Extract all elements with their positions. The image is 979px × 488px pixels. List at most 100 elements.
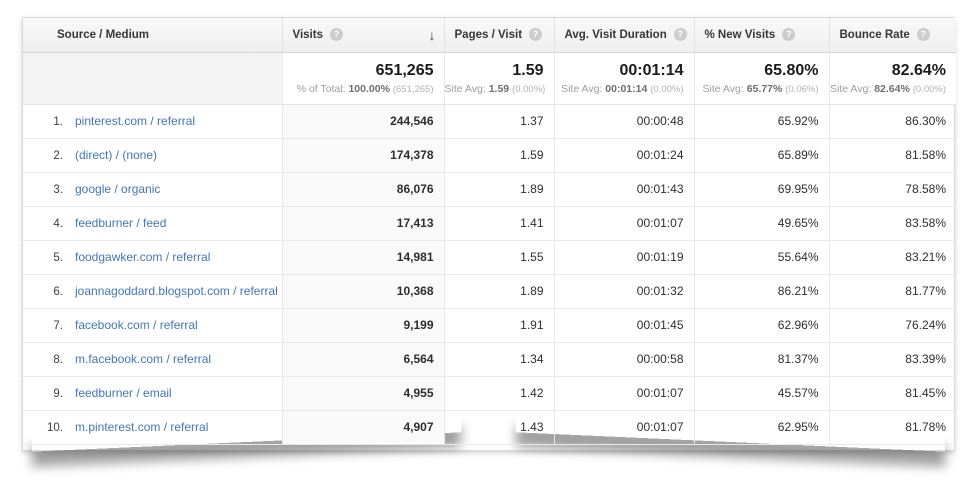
table-row: 10. m.pinterest.com / referral 4,907 1.43… [23,410,956,445]
table-header-row: Source / Medium Visits? ↓ Pages / Visit?… [23,18,956,53]
totals-row: 651,265 % of Total: 100.00% (651,265) 1.… [23,52,956,105]
table-row: 8. m.facebook.com / referral 6,564 1.34 0… [23,342,956,377]
pct-new-visits-value: 45.57% [694,376,830,411]
pages-per-visit-value: 1.89 [444,172,555,207]
bounce-rate-value: 81.78% [829,410,956,445]
pages-per-visit-value: 1.34 [444,342,555,377]
column-header-pct-new-visits[interactable]: % New Visits? [694,18,830,53]
column-header-pages-per-visit[interactable]: Pages / Visit? [444,18,555,53]
totals-pct-new-visits-value: 65.80% [764,61,819,79]
source-medium-cell: 4. feedburner / feed [23,206,283,241]
pct-new-visits-value: 65.89% [694,138,830,173]
column-header-label: Bounce Rate [839,29,910,42]
totals-bounce-rate-subtext: Site Avg: 82.64% (0.00%) [830,82,946,95]
sort-descending-icon[interactable]: ↓ [428,26,436,43]
avg-visit-duration-value: 00:01:07 [554,410,695,445]
table-row: 9. feedburner / email 4,955 1.42 00:01:07… [23,376,956,411]
column-header-visits[interactable]: Visits? ↓ [282,18,445,53]
source-medium-link[interactable]: facebook.com / referral [75,318,198,332]
totals-visits-cell: 651,265 % of Total: 100.00% (651,265) [282,52,445,105]
totals-visits-subtext: % of Total: 100.00% (651,265) [296,82,434,95]
source-medium-cell: 7. facebook.com / referral [23,308,283,343]
table-row: 1. pinterest.com / referral 244,546 1.37 … [23,104,956,139]
row-rank: 8. [53,354,63,366]
source-medium-link[interactable]: foodgawker.com / referral [75,250,211,264]
table-row: 2. (direct) / (none) 174,378 1.59 00:01:2… [23,138,956,173]
avg-visit-duration-value: 00:01:43 [554,172,695,207]
column-header-source-medium[interactable]: Source / Medium [23,18,283,53]
source-medium-link[interactable]: m.pinterest.com / referral [75,420,209,434]
avg-visit-duration-value: 00:01:07 [554,376,695,411]
row-rank: 3. [53,184,63,196]
row-rank: 9. [53,388,63,400]
source-medium-cell: 3. google / organic [23,172,283,207]
pct-new-visits-value: 69.95% [694,172,830,207]
visits-value: 9,199 [282,308,445,343]
pages-per-visit-value: 1.37 [444,104,555,139]
bounce-rate-value: 81.58% [829,138,956,173]
pages-per-visit-value: 1.43 [444,410,555,445]
help-icon[interactable]: ? [329,28,343,42]
column-header-avg-visit-duration[interactable]: Avg. Visit Duration? [554,18,695,53]
visits-value: 10,368 [282,274,445,309]
totals-dimension-cell [23,52,283,105]
pages-per-visit-value: 1.59 [444,138,555,173]
pct-new-visits-value: 86.21% [694,274,830,309]
help-icon[interactable]: ? [673,28,687,42]
row-rank: 2. [53,150,63,162]
table-row: 6. joannagoddard.blogspot.com / referral … [23,274,956,309]
source-medium-link[interactable]: (direct) / (none) [75,148,158,162]
help-icon[interactable]: ? [529,28,543,42]
table-row: 4. feedburner / feed 17,413 1.41 00:01:07… [23,206,956,241]
avg-visit-duration-value: 00:00:48 [554,104,695,139]
column-header-bounce-rate[interactable]: Bounce Rate? [829,18,956,53]
pct-new-visits-value: 65.92% [694,104,830,139]
source-medium-link[interactable]: pinterest.com / referral [75,114,196,128]
source-medium-link[interactable]: m.facebook.com / referral [75,352,212,366]
help-icon[interactable]: ? [782,28,796,42]
pct-new-visits-value: 62.96% [694,308,830,343]
column-header-label: Visits [292,29,323,42]
totals-avg-visit-duration-cell: 00:01:14 Site Avg: 00:01:14 (0.00%) [554,52,695,105]
source-medium-link[interactable]: feedburner / email [75,386,172,400]
bounce-rate-value: 83.58% [829,206,956,241]
pages-per-visit-value: 1.55 [444,240,555,275]
analytics-table-card: Source / Medium Visits? ↓ Pages / Visit?… [22,17,956,451]
totals-visits-value: 651,265 [375,61,434,79]
help-icon[interactable]: ? [916,28,930,42]
row-rank: 7. [53,320,63,332]
column-header-label: Avg. Visit Duration [564,29,667,42]
visits-value: 4,907 [282,410,445,445]
source-medium-link[interactable]: feedburner / feed [75,216,167,230]
visits-value: 6,564 [282,342,445,377]
row-rank: 4. [53,218,63,230]
bounce-rate-value: 83.21% [829,240,956,275]
row-rank: 5. [53,252,63,264]
totals-avg-visit-duration-value: 00:01:14 [619,61,684,79]
source-medium-cell: 9. feedburner / email [23,376,283,411]
pct-new-visits-value: 81.37% [694,342,830,377]
totals-pages-per-visit-subtext: Site Avg: 1.59 (0.00%) [444,82,546,95]
table-row: 5. foodgawker.com / referral 14,981 1.55 … [23,240,956,275]
pct-new-visits-value: 55.64% [694,240,830,275]
bounce-rate-value: 76.24% [829,308,956,343]
table-row: 7. facebook.com / referral 9,199 1.91 00:… [23,308,956,343]
avg-visit-duration-value: 00:01:07 [554,206,695,241]
visits-value: 244,546 [282,104,445,139]
source-medium-link[interactable]: joannagoddard.blogspot.com / referral [75,284,278,298]
table-row: 3. google / organic 86,076 1.89 00:01:43 … [23,172,956,207]
source-medium-cell: 2. (direct) / (none) [23,138,283,173]
avg-visit-duration-value: 00:00:58 [554,342,695,377]
row-rank: 6. [53,286,63,298]
source-medium-cell: 10. m.pinterest.com / referral [23,410,283,445]
pct-new-visits-value: 49.65% [694,206,830,241]
bounce-rate-value: 81.77% [829,274,956,309]
table-body: 1. pinterest.com / referral 244,546 1.37 … [23,104,956,445]
column-header-label: Pages / Visit [454,29,523,42]
source-medium-cell: 6. joannagoddard.blogspot.com / referral [23,274,283,309]
pages-per-visit-value: 1.42 [444,376,555,411]
visits-value: 17,413 [282,206,445,241]
source-medium-link[interactable]: google / organic [75,182,161,196]
avg-visit-duration-value: 00:01:32 [554,274,695,309]
bounce-rate-value: 86.30% [829,104,956,139]
